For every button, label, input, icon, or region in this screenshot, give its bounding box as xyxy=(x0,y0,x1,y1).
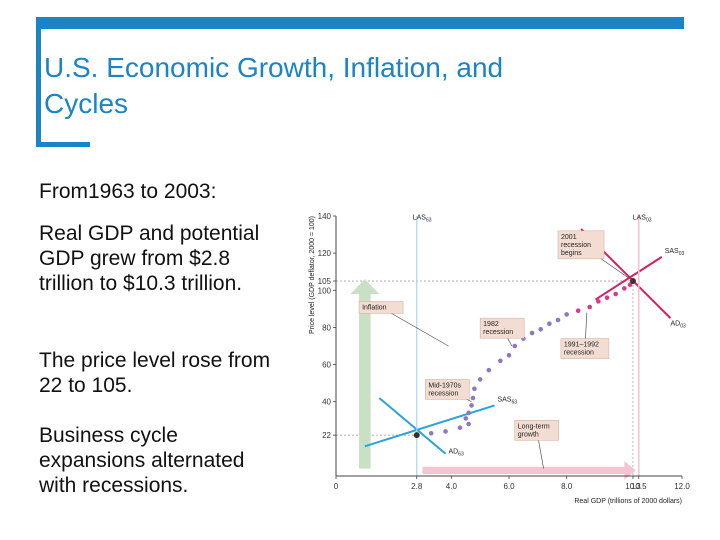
x-tick-label: 4.0 xyxy=(446,482,458,491)
x-tick-label: 10.3 xyxy=(625,482,641,491)
point-gdp: Real GDP and potential GDP grew from $2.… xyxy=(39,222,260,295)
intro-text: From1963 to 2003: xyxy=(39,180,217,203)
curve-label-las63: LAS63 xyxy=(413,215,432,224)
callout-box-1991-1992-recession xyxy=(560,338,610,359)
data-point xyxy=(564,312,569,317)
data-point xyxy=(428,430,434,436)
chart: AD63 SAS63 AD03 SAS03 LAS63 LAS03 Inflation 198… xyxy=(309,212,690,505)
point-business-cycle: Business cycle expansions alternated wit… xyxy=(39,424,245,497)
data-point xyxy=(413,432,420,439)
x-tick-label: 2.8 xyxy=(411,482,423,491)
title-line-2: Cycles xyxy=(44,88,129,119)
accent-bar-bottom xyxy=(36,142,90,147)
data-point xyxy=(529,330,535,336)
curve-label-sas63: SAS63 xyxy=(497,397,517,406)
data-point xyxy=(506,352,512,358)
title-line-1: U.S. Economic Growth, Inflation, and xyxy=(44,52,504,83)
curve-label-las03: LAS03 xyxy=(633,215,652,224)
data-point xyxy=(466,410,471,416)
curve-label-ad63: AD63 xyxy=(448,449,464,458)
growth-arrow xyxy=(422,461,636,480)
data-point xyxy=(466,421,471,427)
callout-label-mid-1970s-recession: Mid-1970s recession xyxy=(428,382,461,397)
y-tick-label: 105 xyxy=(318,277,332,286)
point-price-level: The price level rose from 22 to 105. xyxy=(39,349,271,397)
page-title: U.S. Economic Growth, Inflation, and Cycl… xyxy=(44,50,644,122)
data-point xyxy=(477,377,483,382)
data-point xyxy=(627,282,633,288)
callout-label-2001-recession-begins: 2001 recession begins xyxy=(561,234,591,257)
y-tick-label: 120 xyxy=(318,249,332,258)
data-point xyxy=(457,425,463,431)
y-tick-label: 100 xyxy=(318,286,332,295)
data-point xyxy=(587,304,593,310)
callout-label-1982-recession: 1982 recession xyxy=(483,321,513,336)
curve-ad63 xyxy=(378,397,447,455)
y-tick-label: 80 xyxy=(322,323,331,332)
callout-box-mid-1970s-recession xyxy=(425,379,470,400)
x-tick-label: 0 xyxy=(334,482,339,491)
data-point xyxy=(622,286,627,291)
data-point xyxy=(555,317,561,323)
data-point xyxy=(575,308,581,314)
curve-label-sas03: SAS03 xyxy=(665,248,685,257)
data-point xyxy=(547,321,552,327)
data-point xyxy=(613,291,618,297)
callout-box-2001-recession-begins xyxy=(557,230,605,260)
callout-box-1982-recession xyxy=(479,317,525,339)
x-tick-label: 6.0 xyxy=(503,482,515,491)
data-point xyxy=(498,358,503,364)
y-tick-label: 60 xyxy=(322,361,331,370)
data-point xyxy=(512,343,518,349)
data-point xyxy=(463,416,469,421)
data-point xyxy=(443,429,448,434)
data-point xyxy=(470,395,476,401)
data-point xyxy=(604,295,610,301)
data-point xyxy=(472,386,477,392)
callout-leader-inflation xyxy=(380,307,449,347)
y-tick-label: 40 xyxy=(322,398,331,407)
x-tick-label: 8.0 xyxy=(561,482,573,491)
curve-sas63 xyxy=(364,404,495,448)
callout-box-long-term-growth xyxy=(514,420,560,441)
data-point xyxy=(538,326,544,332)
curve-label-ad03: AD03 xyxy=(670,321,686,330)
y-tick-label: 22 xyxy=(322,431,331,440)
callout-label-long-term-growth: Long-term growth xyxy=(518,423,550,438)
x-tick-label: 10.5 xyxy=(631,482,647,491)
callout-box-inflation xyxy=(358,301,404,314)
callout-label-1991-1992-recession: 1991–1992 recession xyxy=(564,342,599,357)
x-tick-label: 12.0 xyxy=(674,482,690,491)
x-axis-title: Real GDP (trillions of 2000 dollars) xyxy=(574,498,682,505)
inflation-arrow xyxy=(350,279,380,469)
data-point xyxy=(486,367,492,373)
callout-label-inflation: Inflation xyxy=(362,304,387,311)
accent-bar-left xyxy=(36,17,41,147)
y-tick-label: 140 xyxy=(318,212,332,221)
accent-bar-top xyxy=(36,17,684,29)
data-point xyxy=(596,299,601,304)
data-point xyxy=(469,403,474,408)
y-axis-title: Price level (GDP deflator, 2000 = 100) xyxy=(309,216,316,334)
